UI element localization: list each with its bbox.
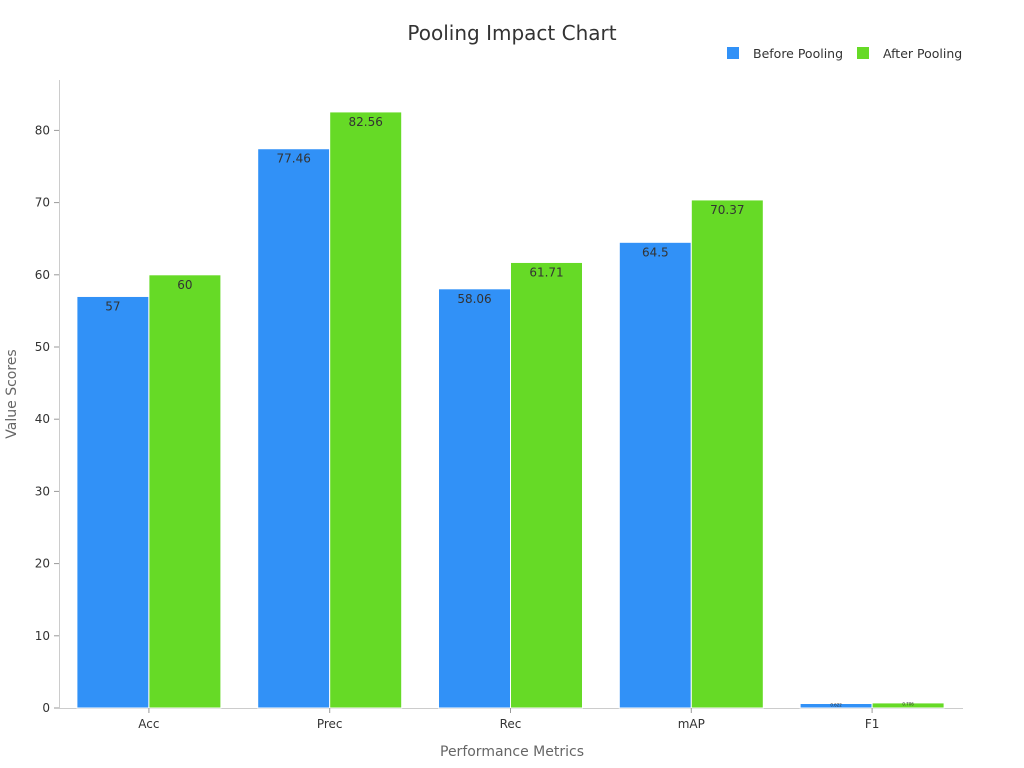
- bar-before-pooling-acc[interactable]: [76, 295, 150, 709]
- bar-after-pooling-acc[interactable]: [148, 274, 222, 709]
- bar-before-pooling-rec[interactable]: [438, 288, 511, 709]
- data-label-after-pooling-rec: 61.71: [529, 265, 563, 279]
- chart-title: Pooling Impact Chart: [407, 21, 616, 45]
- y-axis-label: Value Scores: [4, 349, 20, 438]
- legend-label-before-pooling: Before Pooling: [753, 46, 843, 61]
- y-tick-label: 50: [35, 340, 50, 354]
- data-label-after-pooling-map: 70.37: [710, 203, 744, 217]
- legend: Before Pooling After Pooling: [727, 46, 962, 61]
- bar-after-pooling-map[interactable]: [690, 199, 764, 709]
- x-tick-label-acc: Acc: [138, 717, 159, 731]
- y-tick-label: 10: [35, 629, 50, 643]
- y-tick-label: 80: [35, 123, 50, 137]
- x-tick-label-prec: Prec: [317, 717, 343, 731]
- data-label-after-pooling-prec: 82.56: [349, 115, 383, 129]
- x-tick-label-map: mAP: [678, 717, 705, 731]
- bar-before-pooling-prec[interactable]: [257, 148, 331, 709]
- legend-swatch-after-pooling: [857, 47, 869, 59]
- y-tick-label: 30: [35, 484, 50, 498]
- y-tick-label: 40: [35, 412, 50, 426]
- data-label-before-pooling-acc: 57: [105, 299, 120, 313]
- y-ticks: 0 10 20 30 40 50 60 70 80: [35, 123, 59, 715]
- data-label-before-pooling-f1: 0.622: [830, 702, 842, 707]
- x-tick-label-rec: Rec: [500, 717, 522, 731]
- data-label-before-pooling-rec: 58.06: [457, 292, 491, 306]
- y-tick-label: 20: [35, 557, 50, 571]
- y-tick-label: 0: [42, 701, 50, 715]
- bar-before-pooling-map[interactable]: [618, 241, 692, 709]
- x-ticks: Acc Prec Rec mAP F1: [138, 708, 879, 731]
- y-tick-label: 60: [35, 268, 50, 282]
- bar-after-pooling-f1[interactable]: [871, 702, 945, 709]
- x-axis-label: Performance Metrics: [440, 744, 584, 760]
- data-label-after-pooling-f1: 0.706: [902, 702, 914, 707]
- data-label-before-pooling-prec: 77.46: [277, 152, 311, 166]
- y-tick-label: 70: [35, 196, 50, 210]
- data-labels: 57 60 77.46 82.56 58.06 61.71 64.5 70.37 0.622 0.…: [105, 115, 914, 707]
- legend-swatch-before-pooling: [727, 47, 739, 59]
- legend-label-after-pooling: After Pooling: [883, 46, 962, 61]
- x-tick-label-f1: F1: [865, 717, 880, 731]
- bar-after-pooling-rec[interactable]: [510, 261, 583, 709]
- bars: [76, 111, 945, 709]
- data-label-after-pooling-acc: 60: [177, 278, 192, 292]
- bar-after-pooling-prec[interactable]: [329, 111, 403, 709]
- data-label-before-pooling-map: 64.5: [642, 245, 669, 259]
